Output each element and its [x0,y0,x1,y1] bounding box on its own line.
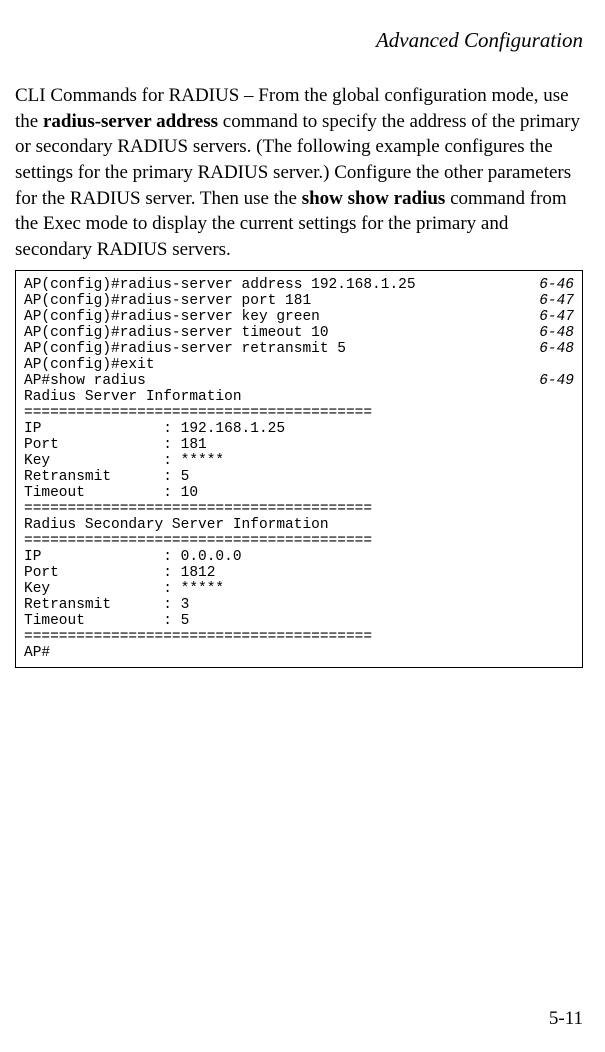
cli-text: IP : 0.0.0.0 [24,549,242,565]
cli-text: Timeout : 5 [24,613,189,629]
cli-ref: 6-47 [539,309,574,325]
cli-line: Timeout : 10 [24,485,574,501]
cli-text: Retransmit : 3 [24,597,189,613]
cli-line: AP(config)#radius-server key green 6-47 [24,309,574,325]
cli-text: ======================================== [24,405,372,421]
cli-line: Port : 181 [24,437,574,453]
cli-line: Key : ***** [24,453,574,469]
cli-line: IP : 0.0.0.0 [24,549,574,565]
cli-line: AP(config)#radius-server address 192.168… [24,277,574,293]
body-cmd-2: show show radius [302,188,446,209]
cli-text: AP(config)#radius-server address 192.168… [24,277,416,293]
cli-line: Radius Secondary Server Information [24,517,574,533]
cli-text: AP(config)#exit [24,357,155,373]
cli-line: Timeout : 5 [24,613,574,629]
cli-text: AP(config)#radius-server key green [24,309,320,325]
cli-text: Port : 1812 [24,565,215,581]
cli-text: Timeout : 10 [24,485,198,501]
cli-output-box: AP(config)#radius-server address 192.168… [15,270,583,668]
cli-line: AP(config)#radius-server retransmit 5 6-4… [24,341,574,357]
cli-line: AP(config)#radius-server port 181 6-47 [24,293,574,309]
page-number: 5-11 [549,1008,583,1030]
cli-line: Retransmit : 5 [24,469,574,485]
cli-text: AP(config)#radius-server retransmit 5 [24,341,346,357]
cli-line: Radius Server Information [24,389,574,405]
cli-text: Key : ***** [24,453,224,469]
cli-text: AP(config)#radius-server timeout 10 [24,325,329,341]
cli-line: ======================================== [24,501,574,517]
cli-ref: 6-49 [539,373,574,389]
cli-line: Retransmit : 3 [24,597,574,613]
cli-line: AP#show radius 6-49 [24,373,574,389]
cli-line: AP# [24,645,574,661]
cli-text: ======================================== [24,629,372,645]
cli-line: Key : ***** [24,581,574,597]
body-cmd-1: radius-server address [43,111,218,132]
cli-line: Port : 1812 [24,565,574,581]
cli-line: ======================================== [24,405,574,421]
cli-text: Retransmit : 5 [24,469,189,485]
cli-text: ======================================== [24,501,372,517]
page-header: Advanced Configuration [15,28,583,53]
cli-ref: 6-47 [539,293,574,309]
cli-line: IP : 192.168.1.25 [24,421,574,437]
cli-line: ======================================== [24,629,574,645]
cli-text: AP(config)#radius-server port 181 [24,293,311,309]
body-paragraph: CLI Commands for RADIUS – From the globa… [15,83,583,262]
page-number-text: 5-11 [549,1008,583,1029]
cli-text: Radius Server Information [24,389,242,405]
cli-text: AP# [24,645,50,661]
cli-text: IP : 192.168.1.25 [24,421,285,437]
cli-text: ======================================== [24,533,372,549]
cli-ref: 6-48 [539,325,574,341]
page: Advanced Configuration CLI Commands for … [0,0,605,1052]
cli-line: AP(config)#exit [24,357,574,373]
cli-ref: 6-46 [539,277,574,293]
cli-text: AP#show radius [24,373,146,389]
header-title: Advanced Configuration [376,28,583,52]
cli-text: Key : ***** [24,581,224,597]
cli-line: ======================================== [24,533,574,549]
cli-line: AP(config)#radius-server timeout 10 6-48 [24,325,574,341]
cli-text: Port : 181 [24,437,207,453]
cli-text: Radius Secondary Server Information [24,517,329,533]
cli-ref: 6-48 [539,341,574,357]
